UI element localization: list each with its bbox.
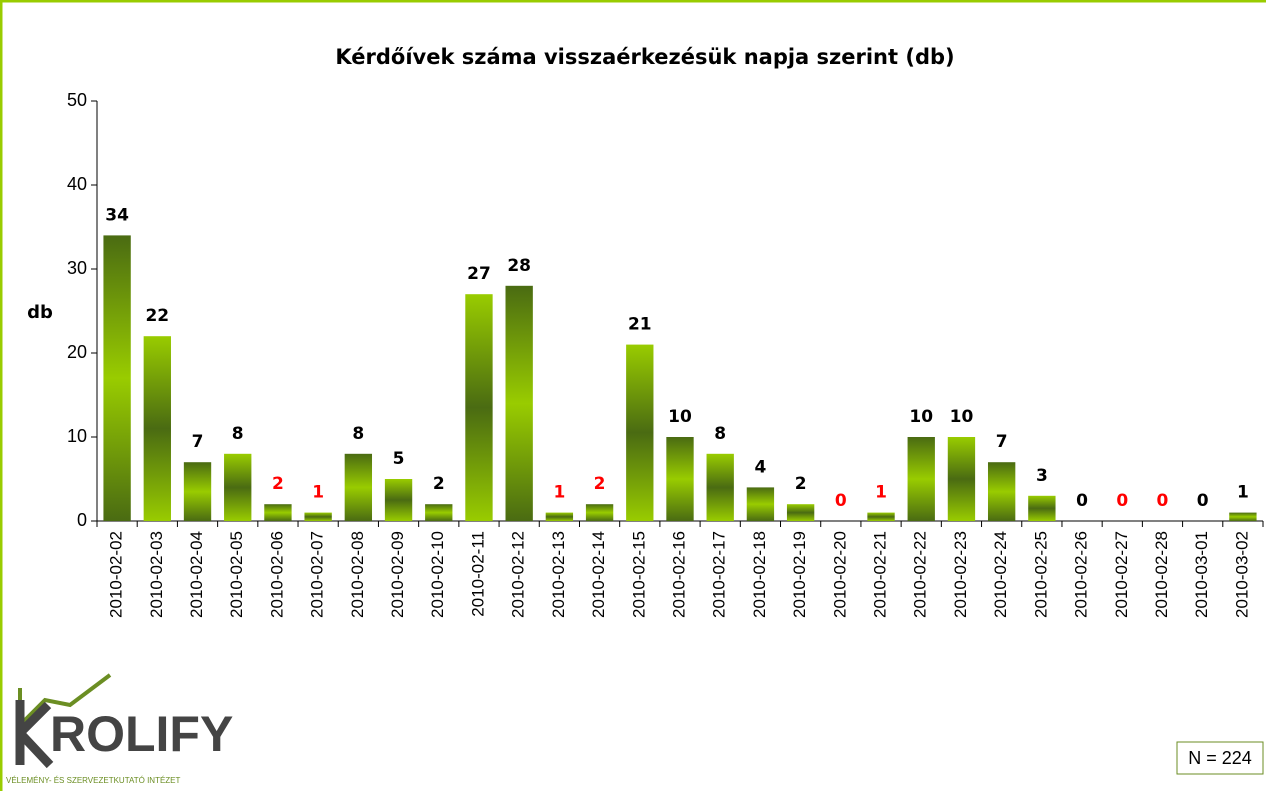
y-tick-label: 20 [67, 342, 87, 362]
value-label: 28 [507, 256, 531, 276]
y-tick-label: 30 [67, 258, 87, 278]
logo-tagline: VÉLEMÉNY- ÉS SZERVEZETKUTATÓ INTÉZET [6, 776, 181, 785]
bar [585, 504, 614, 521]
x-tick-label: 2010-02-19 [790, 531, 809, 618]
bar [224, 453, 252, 521]
bar [545, 512, 574, 521]
bar [1229, 512, 1257, 521]
value-label: 8 [714, 424, 726, 444]
bar [626, 344, 654, 521]
value-label: 34 [105, 205, 129, 225]
x-tick-label: 2010-02-17 [710, 531, 729, 618]
logo-text: ROLIFY [50, 706, 233, 762]
bar [706, 453, 734, 521]
value-label: 10 [909, 407, 933, 427]
x-tick-label: 2010-02-14 [589, 531, 608, 618]
bar [867, 512, 895, 521]
x-tick-label: 2010-02-20 [830, 531, 849, 618]
y-axis-label: db [27, 302, 53, 323]
bar [947, 437, 976, 521]
x-tick-label: 2010-02-16 [669, 531, 688, 618]
value-label: 2 [272, 474, 284, 494]
value-label: 0 [1157, 491, 1169, 511]
value-label: 8 [352, 424, 364, 444]
note: N = 224 [1188, 748, 1252, 768]
y-tick-label: 0 [77, 510, 87, 530]
x-tick-label: 2010-02-05 [227, 531, 246, 618]
x-tick-label: 2010-02-03 [147, 531, 166, 618]
value-label: 1 [312, 483, 324, 503]
value-label: 1 [875, 483, 887, 503]
value-label: 8 [232, 424, 244, 444]
x-tick-label: 2010-02-18 [750, 531, 769, 618]
value-label: 5 [393, 449, 405, 469]
x-tick-label: 2010-02-15 [629, 531, 648, 618]
x-tick-label: 2010-02-23 [951, 531, 970, 618]
x-tick-label: 2010-02-25 [1031, 531, 1050, 618]
x-tick-label: 2010-02-11 [468, 531, 487, 617]
value-label: 0 [835, 491, 847, 511]
x-tick-label: 2010-02-26 [1072, 531, 1091, 618]
x-tick-label: 2010-02-27 [1112, 531, 1131, 618]
logo: ROLIFY VÉLEMÉNY- ÉS SZERVEZETKUTATÓ INTÉ… [6, 673, 233, 785]
x-tick-label: 2010-02-12 [509, 531, 528, 618]
x-tick-label: 2010-02-08 [348, 531, 367, 618]
bar [264, 504, 292, 521]
bar [465, 294, 493, 521]
value-label: 1 [1237, 483, 1249, 503]
bar [425, 504, 453, 521]
x-tick-label: 2010-02-06 [267, 531, 286, 618]
value-label: 3 [1036, 466, 1048, 486]
bar [384, 479, 413, 521]
value-label: 1 [553, 483, 565, 503]
value-label: 4 [754, 457, 766, 477]
x-tick-label: 2010-02-09 [388, 531, 407, 618]
bar [987, 462, 1016, 521]
value-label: 0 [1116, 491, 1128, 511]
x-tick-label: 2010-02-24 [991, 531, 1010, 618]
bar [505, 285, 533, 521]
x-tick-label: 2010-02-13 [549, 531, 568, 618]
value-label: 7 [996, 432, 1008, 452]
bar [746, 487, 775, 521]
value-label: 27 [467, 264, 491, 284]
x-tick-label: 2010-02-10 [428, 531, 447, 618]
y-tick-label: 40 [67, 174, 87, 194]
bar [183, 462, 212, 521]
value-label: 0 [1076, 491, 1088, 511]
value-label: 10 [668, 407, 692, 427]
value-label: 22 [145, 306, 169, 326]
x-tick-label: 2010-02-28 [1152, 531, 1171, 618]
bar [344, 453, 373, 521]
value-label: 7 [192, 432, 204, 452]
x-tick-label: 2010-02-02 [107, 531, 126, 618]
value-label: 21 [628, 315, 652, 335]
x-tick-label: 2010-02-07 [308, 531, 327, 618]
x-tick-label: 2010-02-04 [187, 531, 206, 618]
bar [907, 437, 935, 521]
y-tick-label: 10 [67, 426, 87, 446]
value-label: 2 [433, 474, 445, 494]
value-label: 10 [950, 407, 974, 427]
value-label: 2 [795, 474, 807, 494]
bar [1028, 495, 1056, 521]
bar [103, 235, 131, 521]
bar [304, 512, 332, 521]
value-label: 2 [594, 474, 606, 494]
x-tick-label: 2010-03-02 [1232, 531, 1251, 618]
x-tick-label: 2010-02-21 [871, 531, 890, 618]
chart-title: Kérdőívek száma visszaérkezésük napja sz… [335, 45, 954, 69]
y-tick-label: 50 [67, 90, 87, 110]
x-tick-label: 2010-03-01 [1192, 531, 1211, 618]
note-box [1176, 741, 1264, 775]
x-tick-label: 2010-02-22 [911, 531, 930, 618]
value-label: 0 [1197, 491, 1209, 511]
bar [786, 504, 815, 521]
logo-k [15, 700, 54, 769]
bar [143, 336, 171, 521]
bar [666, 437, 694, 521]
